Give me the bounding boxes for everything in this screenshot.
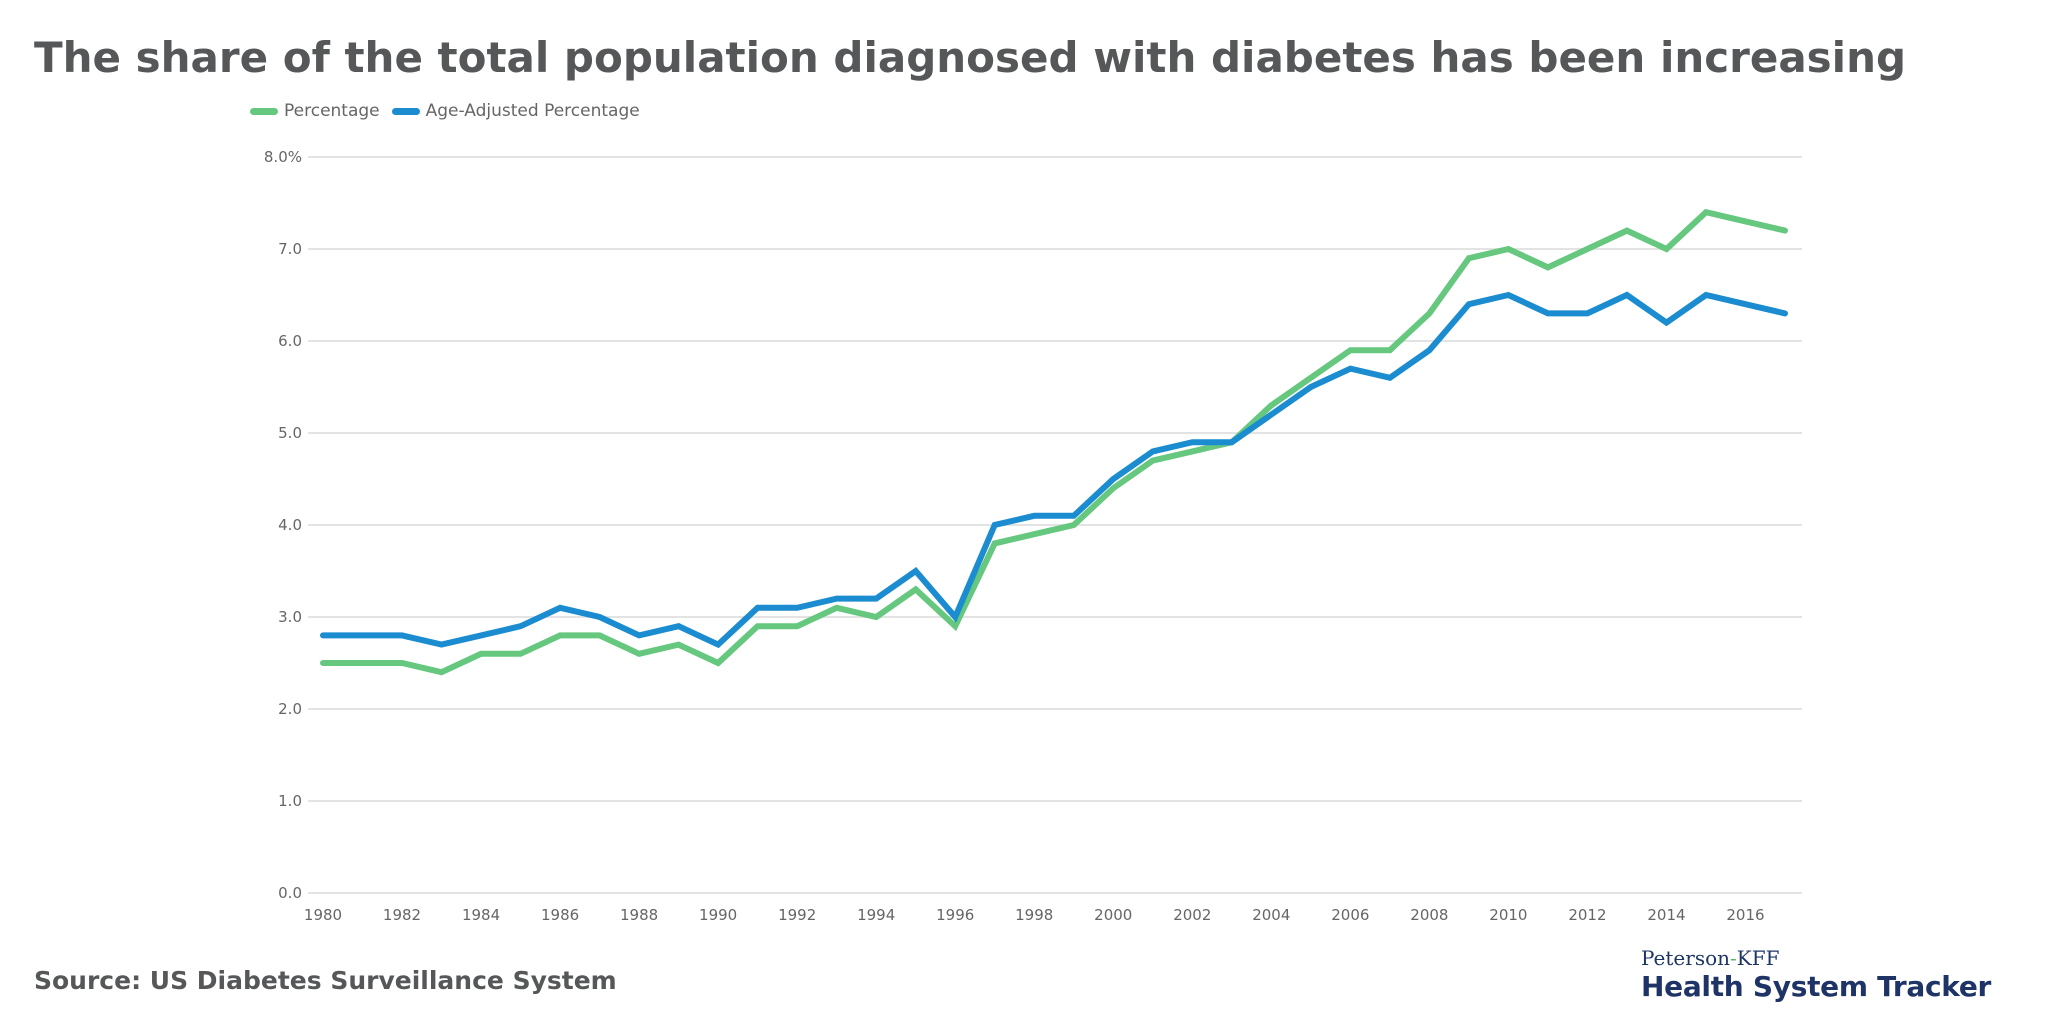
y-tick-label: 5.0 — [278, 424, 302, 442]
y-tick-label: 8.0% — [264, 148, 302, 166]
x-tick-label: 1994 — [857, 906, 895, 924]
y-tick-label: 7.0 — [278, 240, 302, 258]
x-tick-label: 2004 — [1252, 906, 1290, 924]
x-tick-label: 1992 — [778, 906, 816, 924]
source-note: Source: US Diabetes Surveillance System — [34, 966, 617, 995]
x-tick-label: 1988 — [620, 906, 658, 924]
x-tick-label: 2000 — [1094, 906, 1132, 924]
y-tick-label: 1.0 — [278, 792, 302, 810]
logo-main: Health System Tracker — [1641, 970, 1992, 1003]
x-tick-label: 1982 — [383, 906, 421, 924]
x-tick-label: 2008 — [1410, 906, 1448, 924]
y-tick-label: 6.0 — [278, 332, 302, 350]
x-tick-label: 2010 — [1489, 906, 1527, 924]
x-tick-label: 2012 — [1568, 906, 1606, 924]
x-tick-label: 1990 — [699, 906, 737, 924]
x-tick-label: 1984 — [462, 906, 500, 924]
series-line-age-adjusted — [320, 291, 1788, 649]
x-tick-label: 1998 — [1015, 906, 1053, 924]
series-line-percentage — [320, 208, 1788, 676]
x-tick-label: 2014 — [1647, 906, 1685, 924]
x-tick-label: 2016 — [1726, 906, 1764, 924]
legend-item-percentage[interactable]: Percentage — [250, 101, 380, 121]
x-tick-label: 2002 — [1173, 906, 1211, 924]
legend-label: Percentage — [284, 101, 380, 121]
y-tick-label: 4.0 — [278, 516, 302, 534]
x-tick-label: 1996 — [936, 906, 974, 924]
logo: Peterson-KFF Health System Tracker — [1641, 946, 1991, 1003]
legend-swatch-age-adjusted — [391, 107, 420, 115]
y-tick-label: 3.0 — [278, 608, 302, 626]
y-tick-label: 2.0 — [278, 700, 302, 718]
chart-title: The share of the total population diagno… — [34, 33, 1907, 82]
legend-item-age-adjusted[interactable]: Age-Adjusted Percentage — [391, 101, 640, 121]
legend: Percentage Age-Adjusted Percentage — [250, 101, 652, 121]
legend-swatch-percentage — [250, 107, 278, 115]
y-tick-label: 0.0 — [278, 884, 302, 902]
x-tick-label: 1980 — [304, 906, 342, 924]
legend-label: Age-Adjusted Percentage — [425, 101, 640, 121]
x-tick-label: 1986 — [541, 906, 579, 924]
logo-top: Peterson-KFF — [1641, 946, 1780, 970]
x-tick-label: 2006 — [1331, 906, 1369, 924]
